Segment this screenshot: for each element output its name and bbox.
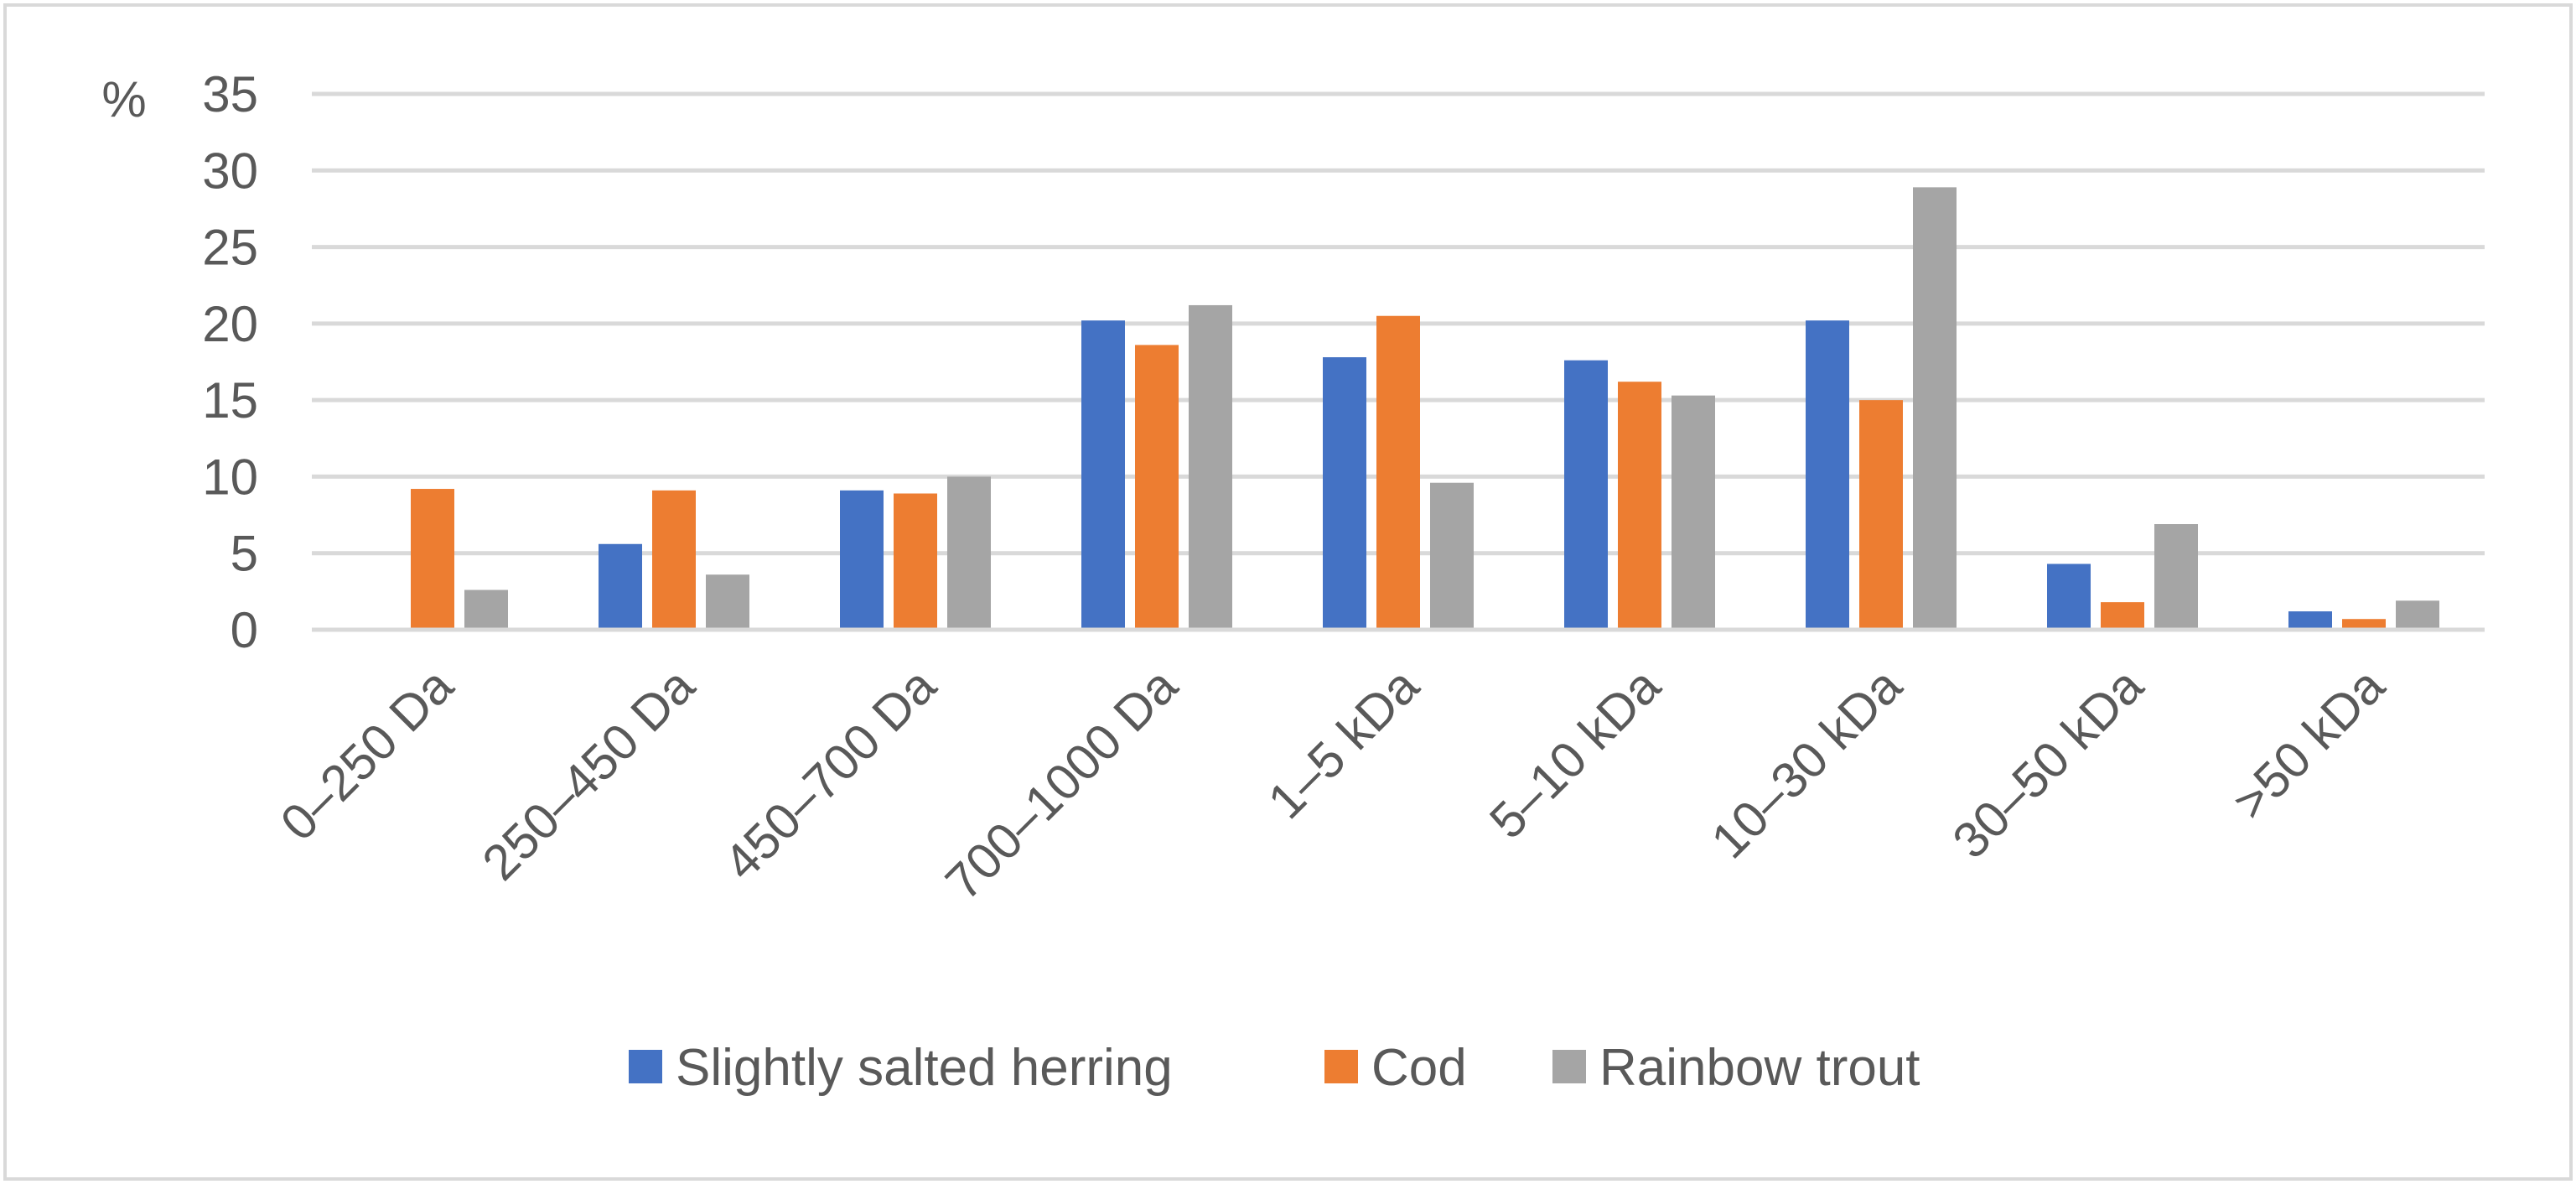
bar-rainbow-trout-450-700-da <box>947 476 991 630</box>
y-tick-label-10: 10 <box>202 449 258 505</box>
bar-slightly-salted-herring-50-kda <box>2288 611 2332 630</box>
legend-label-rainbow-trout: Rainbow trout <box>1599 1039 1920 1097</box>
bar-cod-1-5-kda <box>1376 315 1420 630</box>
bar-rainbow-trout-30-50-kda <box>2154 524 2198 630</box>
bar-cod-30-50-kda <box>2101 602 2144 630</box>
bar-cod-700-1000-da <box>1135 345 1179 630</box>
y-tick-label-35: 35 <box>202 66 258 122</box>
bar-cod-450-700-da <box>894 493 937 630</box>
bar-rainbow-trout-700-1000-da <box>1189 304 1232 630</box>
bar-rainbow-trout-10-30-kda <box>1913 187 1957 630</box>
bar-rainbow-trout-250-450-da <box>706 574 749 630</box>
y-tick-label-0: 0 <box>231 602 258 658</box>
legend: Slightly salted herring Cod Rainbow trout <box>629 1039 1920 1097</box>
bar-slightly-salted-herring-450-700-da <box>840 490 884 630</box>
legend-swatch-rainbow-trout <box>1552 1050 1586 1083</box>
y-axis-tick-labels: 0 5 10 15 20 25 30 35 <box>202 66 258 658</box>
bar-slightly-salted-herring-30-50-kda <box>2047 563 2091 630</box>
bar-slightly-salted-herring-5-10-kda <box>1564 360 1608 630</box>
bar-cod-5-10-kda <box>1618 382 1661 630</box>
bar-rainbow-trout-5-10-kda <box>1672 395 1715 630</box>
y-tick-label-25: 25 <box>202 220 258 276</box>
bars <box>411 187 2439 630</box>
bar-slightly-salted-herring-250-450-da <box>599 543 642 630</box>
bar-cod-250-450-da <box>652 490 696 630</box>
bar-rainbow-trout-0-250-da <box>464 589 508 630</box>
bar-rainbow-trout-1-5-kda <box>1430 482 1474 630</box>
y-tick-label-5: 5 <box>231 526 258 582</box>
bar-rainbow-trout-50-kda <box>2396 600 2439 630</box>
y-tick-label-15: 15 <box>202 372 258 428</box>
legend-label-cod: Cod <box>1371 1039 1467 1097</box>
legend-swatch-cod <box>1324 1050 1358 1083</box>
legend-swatch-slightly-salted-herring <box>629 1050 662 1083</box>
bar-slightly-salted-herring-10-30-kda <box>1806 320 1849 630</box>
y-tick-label-20: 20 <box>202 296 258 352</box>
bar-slightly-salted-herring-700-1000-da <box>1081 320 1125 630</box>
legend-label-slightly-salted-herring: Slightly salted herring <box>676 1039 1173 1097</box>
bar-slightly-salted-herring-1-5-kda <box>1323 357 1366 630</box>
bar-cod-10-30-kda <box>1859 400 1903 630</box>
bar-cod-0-250-da <box>411 489 454 630</box>
y-tick-label-30: 30 <box>202 143 258 199</box>
y-axis-unit-label: % <box>101 71 146 127</box>
bar-cod-50-kda <box>2342 619 2386 630</box>
